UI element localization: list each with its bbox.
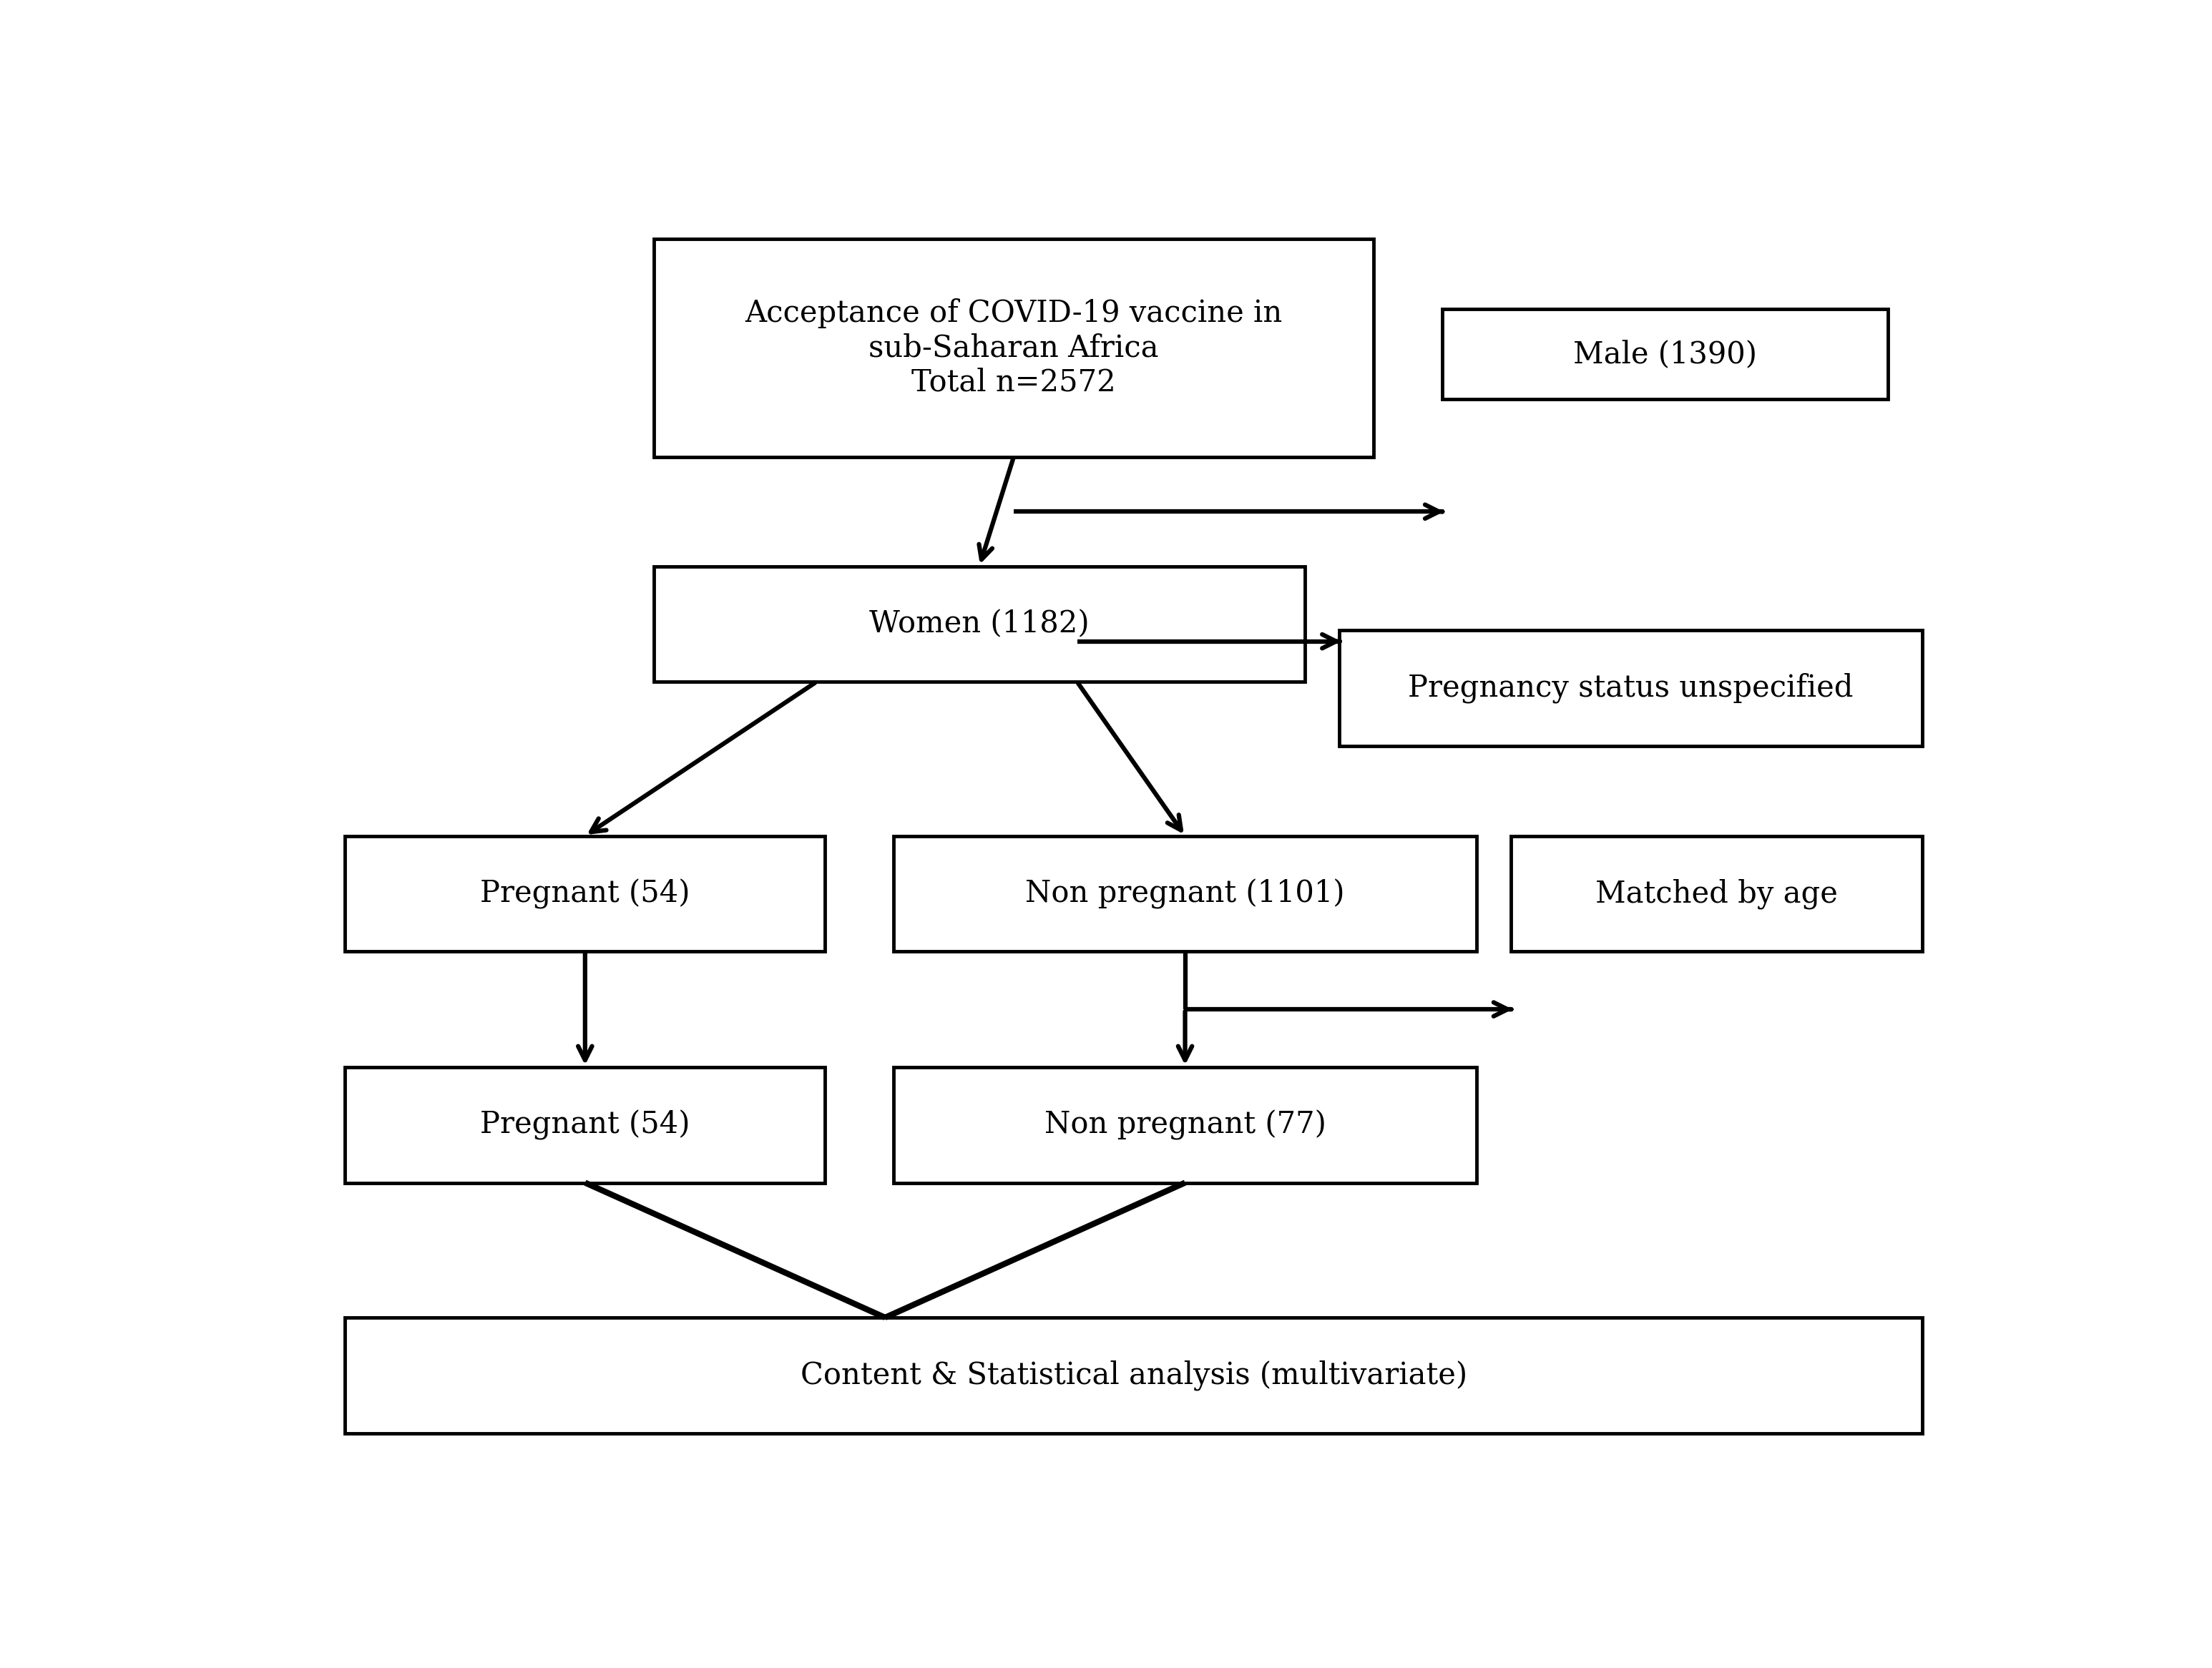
Bar: [655, 239, 1374, 457]
Bar: [894, 836, 1478, 951]
Text: Non pregnant (1101): Non pregnant (1101): [1026, 879, 1345, 909]
Bar: [345, 836, 825, 951]
Bar: [1511, 836, 1922, 951]
Text: Pregnant (54): Pregnant (54): [480, 879, 690, 909]
Bar: [345, 1068, 825, 1183]
Text: Matched by age: Matched by age: [1595, 879, 1838, 909]
Text: Pregnant (54): Pregnant (54): [480, 1109, 690, 1139]
Bar: [655, 565, 1305, 682]
Text: Pregnancy status unspecified: Pregnancy status unspecified: [1409, 672, 1854, 704]
Bar: [1340, 631, 1922, 746]
Text: Non pregnant (77): Non pregnant (77): [1044, 1109, 1325, 1139]
Bar: [1442, 309, 1889, 399]
Text: Acceptance of COVID-19 vaccine in
sub-Saharan Africa
Total n=2572: Acceptance of COVID-19 vaccine in sub-Sa…: [745, 299, 1283, 397]
Text: Women (1182): Women (1182): [869, 609, 1088, 639]
Bar: [894, 1068, 1478, 1183]
Bar: [345, 1318, 1922, 1433]
Text: Content & Statistical analysis (multivariate): Content & Statistical analysis (multivar…: [801, 1359, 1467, 1391]
Text: Male (1390): Male (1390): [1573, 339, 1756, 369]
